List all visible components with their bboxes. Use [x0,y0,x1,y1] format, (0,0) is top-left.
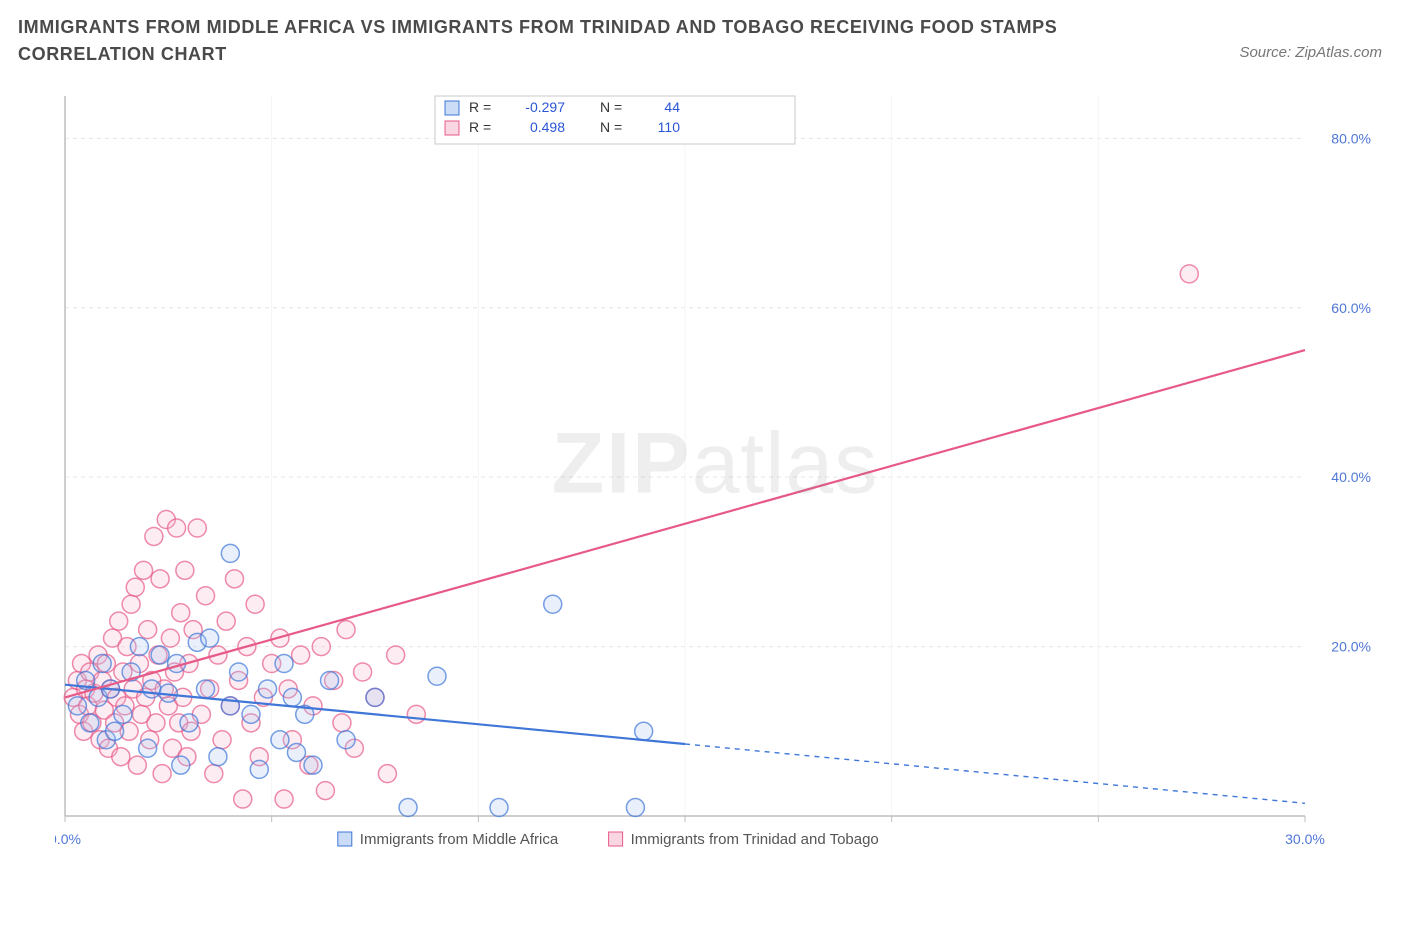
n-value: 110 [658,119,681,135]
data-point [205,765,223,783]
x-tick-label: 30.0% [1285,831,1325,847]
data-point [153,765,171,783]
data-point [213,731,231,749]
data-point [635,722,653,740]
data-point [68,697,86,715]
data-point [81,714,99,732]
y-tick-label: 20.0% [1331,639,1371,655]
data-point [188,519,206,537]
data-point [147,714,165,732]
legend-label: Immigrants from Middle Africa [360,831,559,848]
plot-area: 20.0% 40.0% 60.0% 80.0% 0.0% 30.0% R = -0.297 N … [55,90,1375,870]
data-point [246,595,264,613]
data-point [197,587,215,605]
data-point [168,519,186,537]
data-point [110,612,128,630]
y-tick-label: 40.0% [1331,469,1371,485]
data-point [130,638,148,656]
data-point [337,621,355,639]
legend-swatch [445,101,459,115]
n-value: 44 [664,99,680,115]
data-point [221,544,239,562]
chart-title: IMMIGRANTS FROM MIDDLE AFRICA VS IMMIGRA… [18,14,1146,68]
data-point [321,671,339,689]
data-point [399,799,417,817]
data-point [275,790,293,808]
correlation-legend: R = -0.297 N = 44 R = 0.498 N = 110 [435,96,795,144]
r-value: 0.498 [530,119,565,135]
source-label: Source: ZipAtlas.com [1239,44,1382,61]
data-point [626,799,644,817]
data-point [112,748,130,766]
data-point [230,663,248,681]
data-point [292,646,310,664]
legend-swatch [445,121,459,135]
data-point [407,705,425,723]
n-label: N = [600,99,622,115]
data-point [201,629,219,647]
data-point [106,722,124,740]
r-value: -0.297 [525,99,565,115]
data-point [337,731,355,749]
data-point [225,570,243,588]
data-point [161,629,179,647]
data-point [259,680,277,698]
data-point [172,604,190,622]
data-point [172,756,190,774]
data-point [333,714,351,732]
data-point [316,782,334,800]
data-point [490,799,508,817]
data-point [271,731,289,749]
data-point [197,680,215,698]
data-point [366,688,384,706]
data-point [139,739,157,757]
data-point [250,760,268,778]
data-point [93,655,111,673]
data-point [312,638,330,656]
legend-label: Immigrants from Trinidad and Tobago [631,831,879,848]
data-point [234,790,252,808]
data-point [143,680,161,698]
data-point [114,705,132,723]
n-label: N = [600,119,622,135]
x-tick-label: 0.0% [55,831,81,847]
data-point [242,705,260,723]
data-point [176,561,194,579]
legend-swatch [338,832,352,846]
data-point [275,655,293,673]
data-point [287,743,305,761]
data-point [209,748,227,766]
data-point [126,578,144,596]
data-point [544,595,562,613]
data-point [304,756,322,774]
data-point [1180,265,1198,283]
data-point [378,765,396,783]
data-point [145,527,163,545]
data-point [128,756,146,774]
data-point [354,663,372,681]
y-tick-label: 80.0% [1331,130,1371,146]
data-point [139,621,157,639]
legend-swatch [609,832,623,846]
data-point [428,667,446,685]
data-point [151,646,169,664]
data-point [151,570,169,588]
data-point [283,688,301,706]
data-point [180,714,198,732]
data-point [135,561,153,579]
y-tick-label: 60.0% [1331,300,1371,316]
r-label: R = [469,99,491,115]
data-point [387,646,405,664]
r-label: R = [469,119,491,135]
data-point [217,612,235,630]
series-legend: Immigrants from Middle Africa Immigrants … [338,831,879,848]
data-point [122,595,140,613]
